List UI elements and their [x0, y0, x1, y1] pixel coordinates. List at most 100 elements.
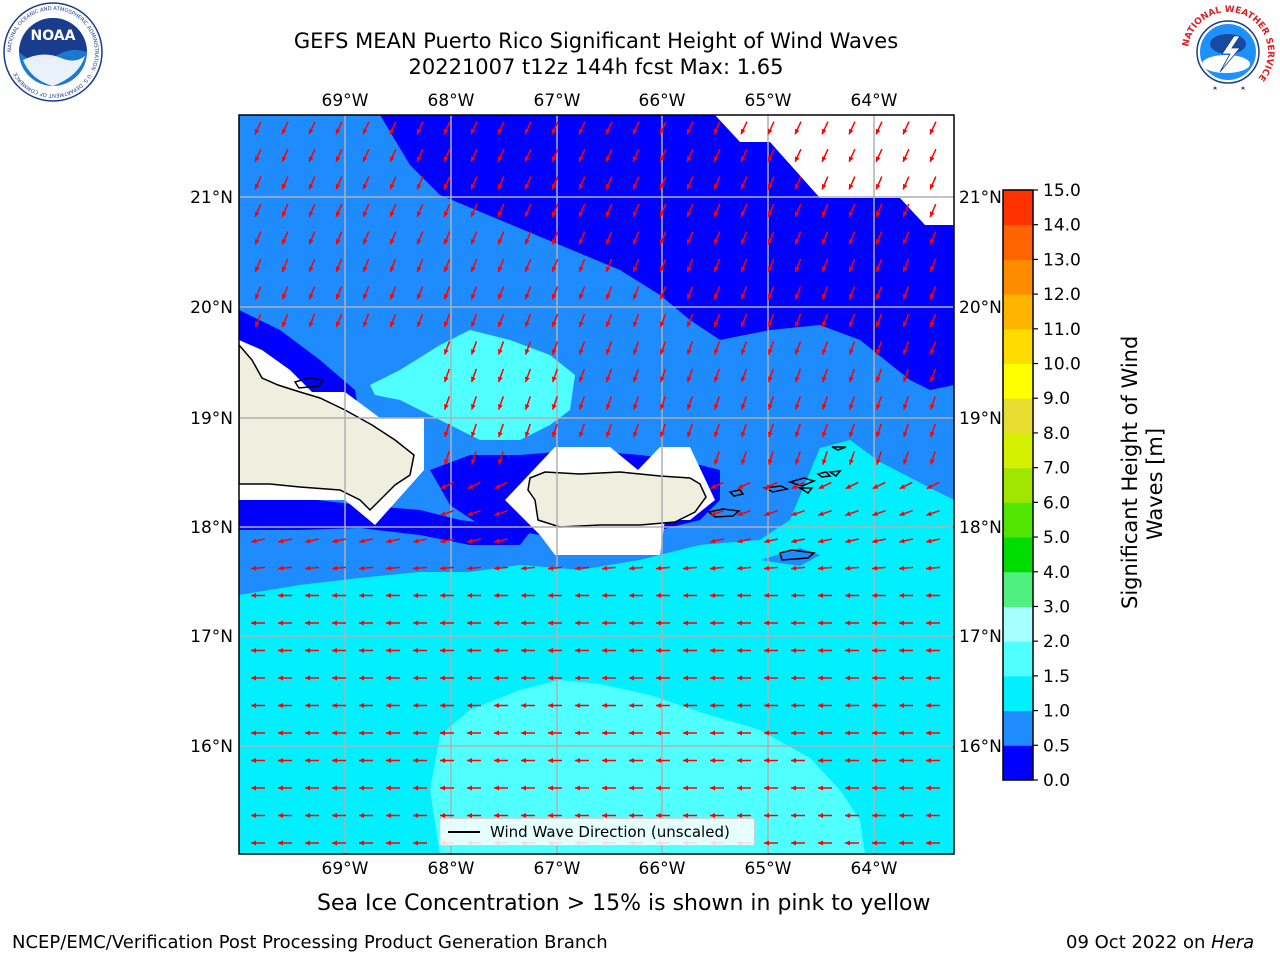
wind-wave-arrow — [524, 313, 532, 328]
wind-wave-arrow — [551, 121, 559, 135]
wind-wave-arrow — [629, 730, 643, 736]
wind-wave-arrow — [659, 423, 666, 438]
wind-wave-arrow — [389, 176, 397, 190]
wind-wave-arrow — [848, 423, 855, 438]
wind-wave-arrow — [440, 785, 454, 791]
wind-wave-arrow — [683, 730, 697, 736]
wind-wave-arrow — [740, 341, 748, 355]
wind-wave-arrow — [632, 203, 640, 218]
wind-wave-arrow — [470, 258, 478, 273]
wind-wave-arrow — [632, 396, 640, 410]
wind-wave-arrow — [791, 840, 805, 846]
puerto-rico-landmass — [527, 471, 707, 528]
footer-host: Hera — [1211, 932, 1255, 953]
wind-wave-arrow — [574, 565, 590, 571]
lat-label-left: 17°N — [190, 627, 233, 647]
wind-wave-arrow — [359, 785, 373, 791]
colorbar-tick-label: 1.0 — [1043, 702, 1070, 722]
wind-wave-arrow — [737, 481, 751, 490]
wind-wave-arrow — [548, 648, 562, 653]
wind-wave-arrow — [683, 813, 697, 818]
wind-wave-arrow — [767, 313, 775, 328]
wind-wave-arrow — [605, 121, 613, 135]
wind-wave-arrow — [443, 231, 451, 245]
wind-wave-arrow — [524, 121, 532, 135]
wind-wave-arrow — [902, 396, 910, 410]
lat-label-left: 18°N — [190, 518, 233, 538]
wind-wave-arrow — [305, 648, 319, 653]
wave-region-0.0-0.5-mona — [239, 498, 530, 545]
wind-wave-arrow — [359, 758, 373, 763]
wind-wave-arrow — [440, 538, 454, 544]
wind-wave-arrow — [929, 341, 937, 355]
wind-wave-arrow — [524, 396, 532, 410]
wind-wave-arrow — [467, 481, 481, 490]
colorbar-swatch — [1003, 502, 1033, 538]
wind-wave-arrow — [467, 593, 481, 598]
wind-wave-arrow — [359, 648, 373, 653]
wind-wave-arrow — [845, 730, 859, 736]
wind-wave-arrow — [467, 730, 481, 736]
wind-wave-arrow — [308, 313, 316, 328]
wind-wave-arrow — [659, 368, 667, 383]
wind-wave-arrow — [683, 620, 697, 626]
wind-wave-arrow — [413, 620, 427, 626]
hispaniola-landmass — [239, 343, 415, 512]
wind-wave-arrow — [605, 341, 613, 355]
wind-wave-arrow — [578, 121, 586, 135]
wind-wave-arrow — [929, 368, 937, 383]
wind-wave-arrow — [821, 258, 829, 273]
wind-wave-arrow — [818, 758, 832, 763]
lon-label-bottom: 69°W — [322, 859, 369, 879]
wind-wave-arrow — [791, 813, 805, 818]
wind-wave-arrow — [794, 341, 802, 355]
wind-wave-arrow — [875, 121, 883, 135]
wind-wave-arrow — [686, 313, 694, 328]
wind-wave-arrow — [578, 231, 586, 245]
wind-wave-arrow — [767, 451, 774, 465]
wind-wave-arrow — [251, 620, 265, 626]
wind-wave-arrow — [926, 593, 940, 598]
wind-wave-arrow — [656, 593, 670, 598]
wind-wave-arrow — [467, 538, 481, 544]
lat-label-right: 16°N — [959, 737, 1002, 757]
wave-region-1.5-2.0-south-top — [430, 680, 865, 854]
colorbar-swatch — [1003, 190, 1033, 226]
wind-wave-arrow — [791, 481, 805, 490]
wind-wave-arrow — [929, 451, 936, 465]
wind-wave-arrow — [413, 785, 427, 791]
wind-wave-arrow — [254, 121, 262, 135]
wind-wave-arrow — [791, 620, 805, 626]
wind-wave-arrow — [791, 758, 805, 763]
wind-wave-arrow — [278, 620, 292, 626]
lat-label-left: 21°N — [190, 188, 233, 208]
wind-wave-arrow — [602, 758, 616, 763]
colorbar-swatch — [1003, 710, 1033, 746]
wind-wave-arrow — [713, 423, 720, 438]
wind-wave-arrow — [470, 313, 478, 328]
wind-wave-arrow — [872, 593, 886, 598]
wind-wave-arrow — [818, 703, 832, 708]
wind-wave-arrow — [551, 203, 559, 218]
map-legend: Wind Wave Direction (unscaled) — [439, 818, 755, 846]
wind-wave-arrow — [605, 258, 613, 273]
wind-wave-arrow — [845, 620, 859, 626]
wind-wave-arrow — [875, 203, 883, 218]
wind-wave-arrow — [520, 565, 536, 571]
wind-wave-arrow — [764, 593, 778, 598]
wind-wave-arrow — [416, 121, 424, 135]
wind-wave-arrow — [497, 396, 505, 410]
wind-wave-arrow — [601, 565, 617, 571]
wind-wave-arrow — [713, 396, 721, 410]
wind-wave-arrow — [871, 565, 887, 571]
wind-wave-arrow — [251, 813, 265, 818]
wind-wave-arrow — [791, 538, 805, 544]
wind-wave-arrow — [632, 258, 640, 273]
wind-wave-arrow — [524, 203, 532, 218]
wind-wave-arrow — [767, 121, 775, 135]
wind-wave-arrow — [521, 813, 535, 818]
wind-wave-arrow — [386, 675, 400, 681]
wind-wave-arrow — [308, 176, 316, 190]
wind-wave-arrow — [899, 675, 913, 681]
wind-wave-arrow — [767, 231, 775, 245]
